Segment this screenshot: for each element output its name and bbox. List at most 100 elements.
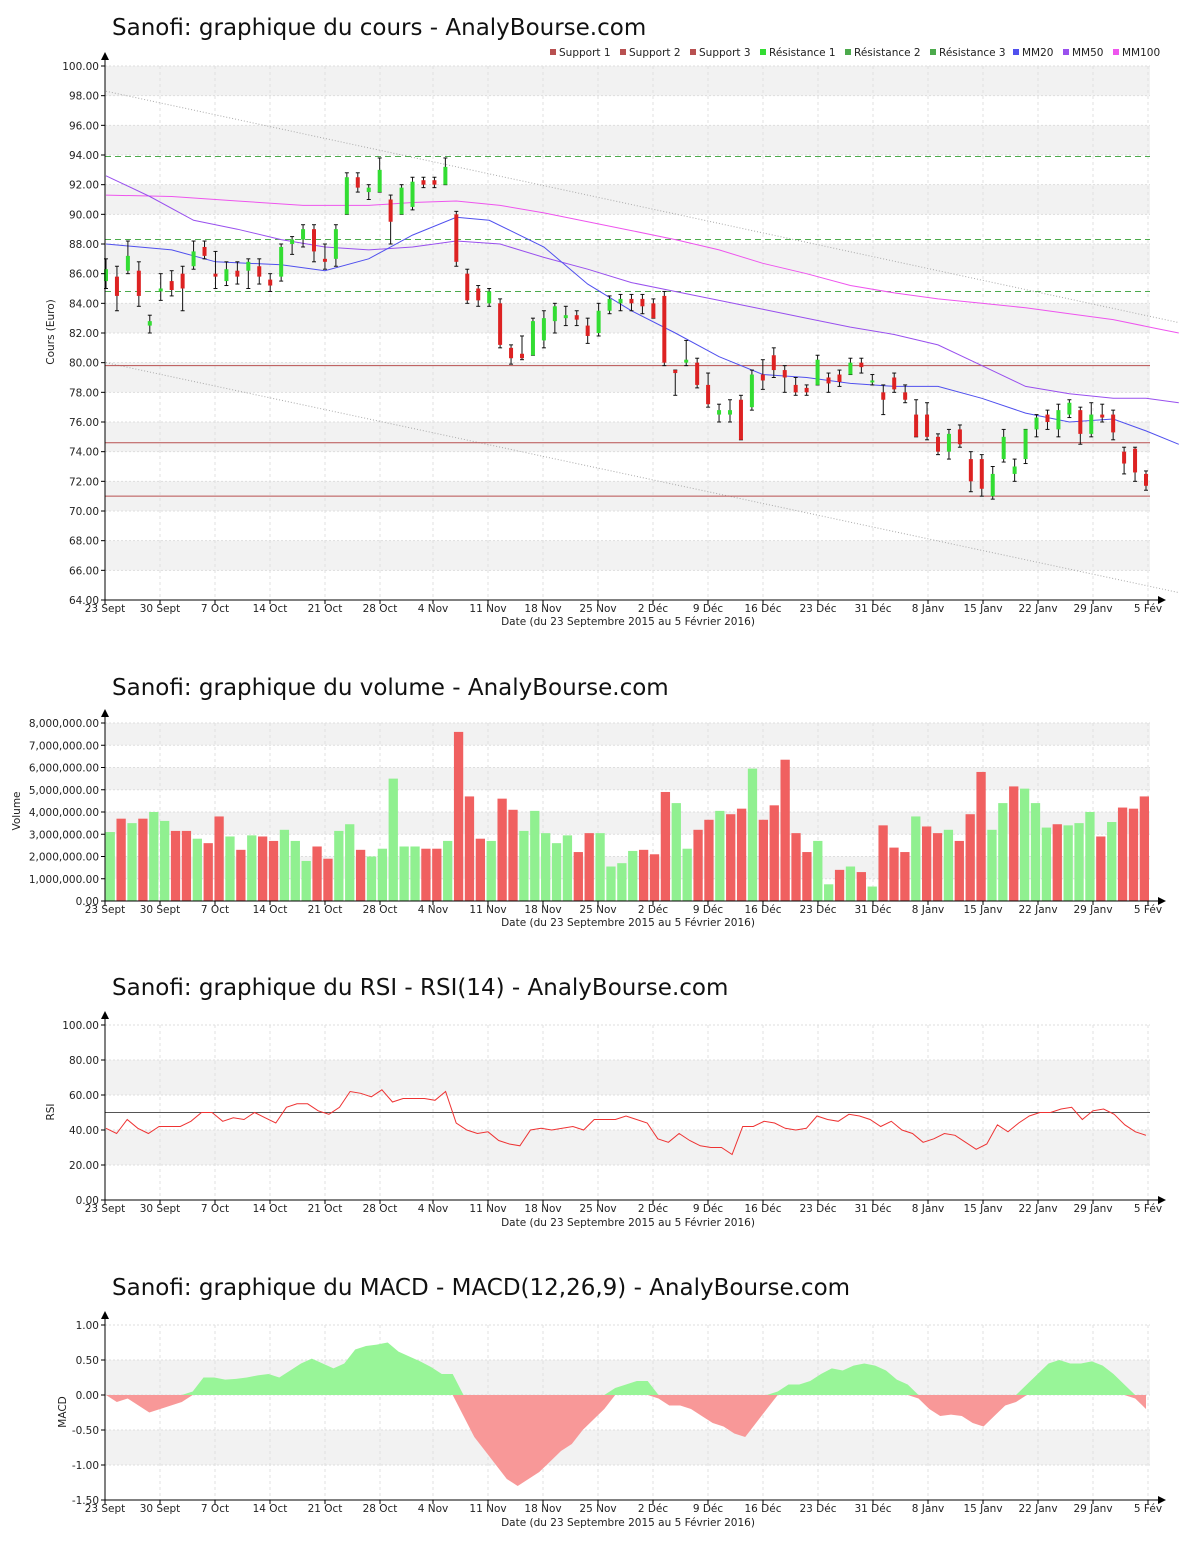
- volume-ytick-label: 4,000,000.00: [29, 807, 99, 819]
- volume-chart-ylabel: Volume: [11, 791, 23, 830]
- candle-down: [1078, 410, 1083, 434]
- volume-bar-up: [290, 840, 300, 901]
- volume-ytick-label: 8,000,000.00: [29, 718, 99, 730]
- price-chart: 64.00 66.00 68.00 70.00 72.00 74.00 76.00 78.00…: [62, 47, 1179, 615]
- candle-down: [936, 436, 940, 452]
- rsi-xtick-label: 2 Déc: [638, 1203, 669, 1215]
- volume-xtick-label: 25 Nov: [579, 904, 616, 916]
- candle-down: [968, 459, 973, 482]
- candle-up: [301, 229, 306, 240]
- candle-up: [1056, 410, 1061, 430]
- candle-up: [946, 433, 951, 452]
- candle-down: [509, 347, 514, 359]
- volume-xtick-label: 31 Déc: [854, 904, 891, 916]
- volume-bar-down: [889, 847, 899, 901]
- price-xtick-label: 2 Déc: [638, 603, 669, 615]
- macd-xtick-label: 30 Sept: [140, 1503, 181, 1515]
- volume-chart: 0.00 1,000,000.00 2,000,000.00 3,000,000.00…: [29, 709, 1166, 916]
- price-y-arrow: [101, 52, 109, 60]
- rsi-xtick-label: 25 Nov: [579, 1203, 616, 1215]
- candle-down: [136, 270, 141, 296]
- candle-down: [859, 362, 864, 368]
- volume-bar-up: [399, 846, 409, 901]
- rsi-xtick-label: 16 Déc: [744, 1203, 781, 1215]
- candle-up: [530, 321, 535, 356]
- price-chart-ylabel: Cours (Euro): [45, 299, 57, 365]
- volume-bar-down: [965, 814, 975, 901]
- legend-swatch: [930, 49, 936, 55]
- price-ytick-label: 70.00: [69, 506, 99, 518]
- rsi-chart: 0.00 20.00 40.00 60.00 80.00 100.00 23 Sept 30 …: [62, 1011, 1166, 1215]
- volume-chart-xlabel: Date (du 23 Septembre 2015 au 5 Février …: [501, 917, 755, 929]
- volume-xtick-label: 5 Fév: [1134, 904, 1162, 916]
- rsi-xtick-label: 31 Déc: [854, 1203, 891, 1215]
- volume-bar-down: [1139, 796, 1149, 901]
- legend-swatch: [1013, 49, 1019, 55]
- candle-up: [104, 269, 108, 282]
- price-xtick-label: 31 Déc: [854, 603, 891, 615]
- volume-bar-up: [366, 856, 377, 901]
- volume-band: [105, 812, 1150, 835]
- rsi-xtick-label: 23 Sept: [85, 1203, 126, 1215]
- volume-bar-up: [824, 884, 834, 901]
- candle-down: [695, 362, 700, 385]
- candle-down: [1045, 414, 1050, 422]
- candle-up: [990, 473, 995, 497]
- volume-bar-down: [573, 852, 583, 901]
- volume-bar-up: [334, 830, 344, 901]
- macd-xtick-label: 25 Nov: [579, 1503, 616, 1515]
- candle-up: [848, 362, 853, 375]
- volume-xtick-label: 18 Nov: [524, 904, 561, 916]
- volume-bar-down: [268, 840, 279, 901]
- volume-xtick-label: 15 Janv: [963, 904, 1002, 916]
- price-xtick-label: 14 Oct: [253, 603, 288, 615]
- volume-bar-down: [116, 818, 126, 901]
- price-xtick-label: 15 Janv: [963, 603, 1002, 615]
- macd-ytick-label: -1.00: [72, 1460, 99, 1472]
- candle-down: [826, 377, 831, 384]
- legend-label: Résistance 1: [769, 47, 836, 59]
- volume-y-arrow: [101, 709, 109, 717]
- price-ytick-label: 98.00: [69, 91, 99, 103]
- volume-bar-down: [922, 826, 932, 901]
- legend-label: Support 3: [699, 47, 751, 59]
- volume-ytick-label: 2,000,000.00: [29, 852, 99, 864]
- volume-bar-up: [628, 850, 638, 901]
- volume-bar-down: [638, 849, 649, 901]
- candle-down: [213, 273, 218, 277]
- volume-bar-up: [519, 830, 529, 901]
- rsi-xtick-label: 9 Déc: [693, 1203, 724, 1215]
- price-xtick-label: 23 Déc: [799, 603, 836, 615]
- volume-bar-up: [845, 866, 856, 901]
- macd-xtick-label: 4 Nov: [418, 1503, 449, 1515]
- volume-bar-up: [911, 816, 921, 901]
- volume-bar-up: [562, 835, 573, 901]
- candle-up: [1001, 436, 1006, 460]
- volume-ytick-label: 7,000,000.00: [29, 740, 99, 752]
- volume-xtick-label: 8 Janv: [912, 904, 944, 916]
- volume-bar-up: [127, 823, 137, 901]
- volume-bar-down: [791, 833, 801, 901]
- price-ytick-label: 78.00: [69, 387, 99, 399]
- volume-bar-up: [1063, 825, 1073, 901]
- candle-up: [541, 318, 546, 341]
- volume-xtick-label: 21 Oct: [308, 904, 343, 916]
- candle-up: [377, 169, 382, 193]
- candle-down: [673, 370, 678, 374]
- candle-up: [1089, 414, 1094, 434]
- volume-bar-down: [464, 796, 475, 901]
- candle-up: [728, 410, 732, 415]
- candle-down: [169, 281, 174, 290]
- candle-down: [837, 374, 842, 382]
- rsi-xtick-label: 4 Nov: [418, 1203, 449, 1215]
- volume-bar-down: [236, 849, 246, 901]
- candle-down: [1133, 448, 1138, 473]
- legend-swatch: [845, 49, 851, 55]
- volume-bar-up: [998, 803, 1008, 901]
- volume-band: [105, 767, 1150, 790]
- price-xtick-label: 28 Oct: [363, 603, 398, 615]
- macd-xtick-label: 18 Nov: [524, 1503, 561, 1515]
- legend-label: MM50: [1072, 47, 1103, 59]
- rsi-xtick-label: 23 Déc: [799, 1203, 836, 1215]
- macd-xtick-label: 23 Sept: [85, 1503, 126, 1515]
